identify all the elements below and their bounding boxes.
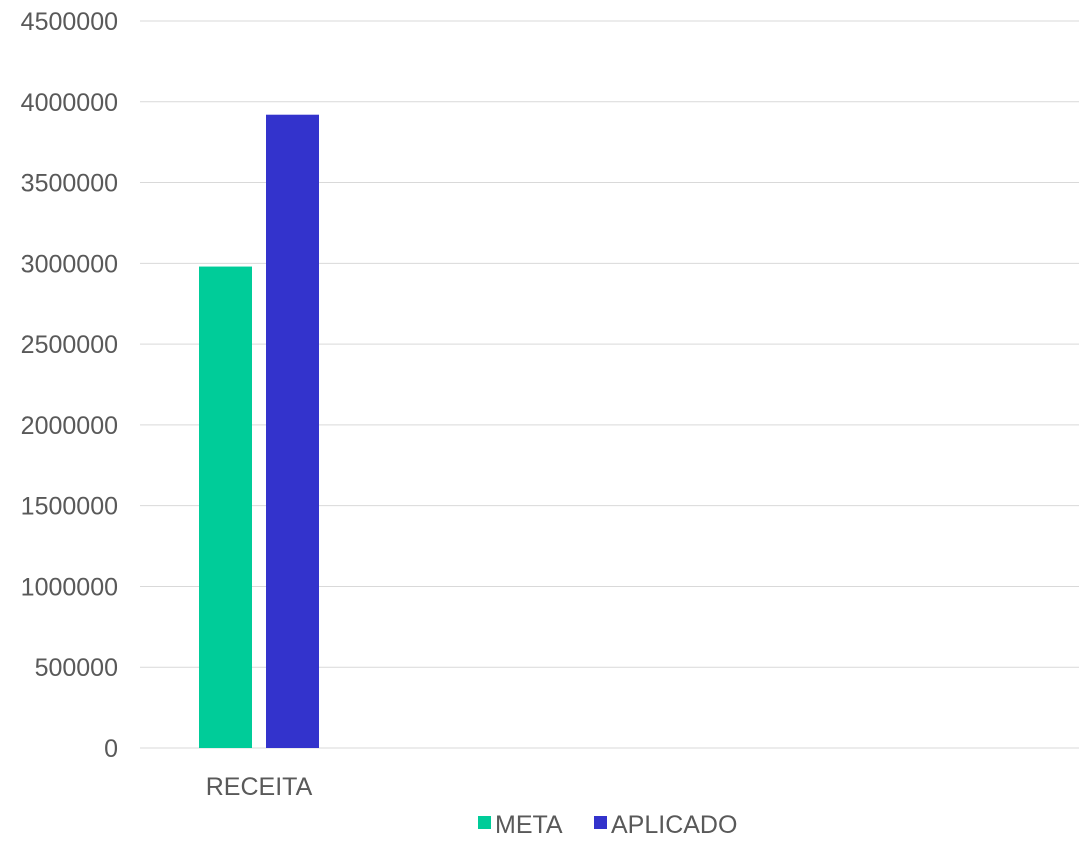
bar-aplicado xyxy=(266,114,319,749)
y-tick-label: 4500000 xyxy=(21,8,118,36)
y-axis-tick-labels: 0 500000 1000000 1500000 2000000 2500000 30000… xyxy=(21,8,118,763)
bars xyxy=(199,114,319,749)
legend-swatch-meta xyxy=(478,816,491,829)
x-axis-category-labels: RECEITA xyxy=(206,773,313,801)
y-tick-label: 2500000 xyxy=(21,331,118,359)
legend-label-meta: META xyxy=(495,811,563,839)
legend-swatch-aplicado xyxy=(594,816,607,829)
y-tick-label: 500000 xyxy=(35,654,118,682)
legend: META APLICADO xyxy=(478,811,737,839)
x-category-label: RECEITA xyxy=(206,773,313,801)
y-tick-label: 1500000 xyxy=(21,493,118,521)
y-tick-label: 2000000 xyxy=(21,412,118,440)
y-tick-label: 4000000 xyxy=(21,89,118,117)
y-tick-label: 3000000 xyxy=(21,250,118,278)
legend-label-aplicado: APLICADO xyxy=(611,811,737,839)
y-tick-label: 3500000 xyxy=(21,170,118,198)
y-tick-label: 0 xyxy=(104,735,118,763)
y-tick-label: 1000000 xyxy=(21,573,118,601)
bar-meta xyxy=(199,266,252,748)
